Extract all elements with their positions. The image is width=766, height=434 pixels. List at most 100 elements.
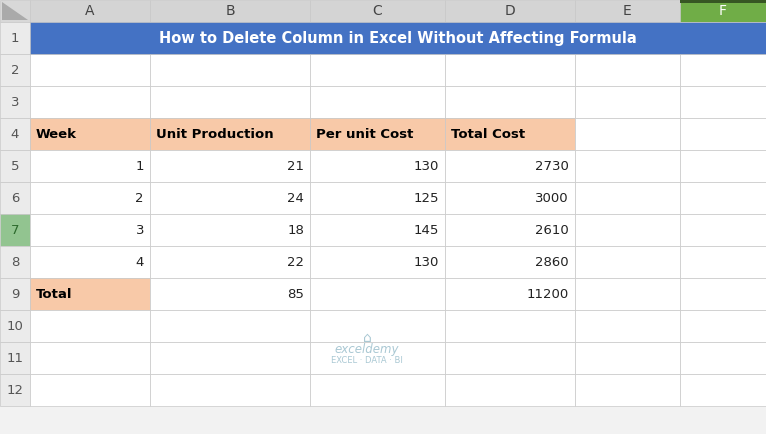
Bar — [150, 54, 310, 86]
Bar — [310, 246, 445, 278]
Bar — [0, 246, 30, 278]
Text: 145: 145 — [414, 224, 439, 237]
Text: 12: 12 — [6, 384, 24, 397]
Bar — [30, 54, 150, 86]
Bar — [680, 342, 766, 374]
Bar — [0, 342, 30, 374]
Bar — [0, 214, 30, 246]
Bar — [575, 0, 680, 22]
Text: F: F — [719, 4, 727, 18]
Bar — [310, 342, 445, 374]
Text: exceldemy: exceldemy — [335, 343, 399, 356]
Bar — [30, 342, 150, 374]
Text: 10: 10 — [7, 319, 24, 332]
Text: 6: 6 — [11, 191, 19, 204]
Bar — [30, 246, 150, 278]
Bar — [30, 22, 766, 54]
Bar — [575, 182, 680, 214]
Bar — [575, 278, 680, 310]
Bar — [680, 22, 766, 54]
Bar — [30, 22, 150, 54]
Bar — [445, 118, 575, 150]
Bar — [310, 214, 445, 246]
Text: 18: 18 — [287, 224, 304, 237]
Bar — [150, 150, 310, 182]
Text: 85: 85 — [287, 287, 304, 300]
Text: 8: 8 — [11, 256, 19, 269]
Bar — [445, 150, 575, 182]
Bar — [680, 54, 766, 86]
Bar — [150, 310, 310, 342]
Text: EXCEL · DATA · BI: EXCEL · DATA · BI — [331, 356, 403, 365]
Text: Total: Total — [36, 287, 73, 300]
Bar — [575, 86, 680, 118]
Bar — [30, 0, 150, 22]
Bar — [310, 118, 445, 150]
Bar — [575, 214, 680, 246]
Text: 24: 24 — [287, 191, 304, 204]
Bar — [0, 310, 30, 342]
Bar — [445, 246, 575, 278]
Bar — [680, 310, 766, 342]
Text: 1: 1 — [11, 32, 19, 45]
Bar — [445, 182, 575, 214]
Bar — [310, 0, 445, 22]
Bar — [0, 118, 30, 150]
Text: 130: 130 — [414, 160, 439, 172]
Text: B: B — [225, 4, 235, 18]
Text: A: A — [85, 4, 95, 18]
Bar — [310, 54, 445, 86]
Text: 3000: 3000 — [535, 191, 569, 204]
Text: Per unit Cost: Per unit Cost — [316, 128, 414, 141]
Text: 7: 7 — [11, 224, 19, 237]
Bar — [150, 342, 310, 374]
Bar — [445, 0, 575, 22]
Bar — [445, 310, 575, 342]
Bar — [150, 214, 310, 246]
Text: Week: Week — [36, 128, 77, 141]
Bar — [0, 0, 30, 22]
Bar — [575, 374, 680, 406]
Bar — [445, 214, 575, 246]
Bar — [30, 214, 150, 246]
Bar — [680, 118, 766, 150]
Bar — [150, 374, 310, 406]
Bar — [150, 246, 310, 278]
Bar — [680, 182, 766, 214]
Bar — [310, 374, 445, 406]
Bar — [445, 374, 575, 406]
Bar — [310, 150, 445, 182]
Text: 130: 130 — [414, 256, 439, 269]
Bar — [680, 0, 766, 3]
Bar — [575, 118, 680, 150]
Bar — [310, 86, 445, 118]
Bar — [445, 278, 575, 310]
Text: 4: 4 — [11, 128, 19, 141]
Bar — [0, 150, 30, 182]
Bar — [575, 54, 680, 86]
Bar — [30, 374, 150, 406]
Bar — [680, 278, 766, 310]
Bar — [310, 182, 445, 214]
Bar — [680, 214, 766, 246]
Bar — [0, 278, 30, 310]
Bar — [30, 150, 150, 182]
Bar — [575, 150, 680, 182]
Text: 1: 1 — [136, 160, 144, 172]
Bar — [0, 86, 30, 118]
Bar — [445, 54, 575, 86]
Text: 2730: 2730 — [535, 160, 569, 172]
Text: Total Cost: Total Cost — [451, 128, 525, 141]
Bar — [310, 278, 445, 310]
Text: How to Delete Column in Excel Without Affecting Formula: How to Delete Column in Excel Without Af… — [159, 30, 637, 46]
Text: 125: 125 — [414, 191, 439, 204]
Text: C: C — [372, 4, 382, 18]
Bar — [680, 86, 766, 118]
Text: 11200: 11200 — [527, 287, 569, 300]
Polygon shape — [2, 2, 28, 20]
Bar — [575, 22, 680, 54]
Bar — [575, 342, 680, 374]
Text: 22: 22 — [287, 256, 304, 269]
Bar — [30, 182, 150, 214]
Text: 11: 11 — [6, 352, 24, 365]
